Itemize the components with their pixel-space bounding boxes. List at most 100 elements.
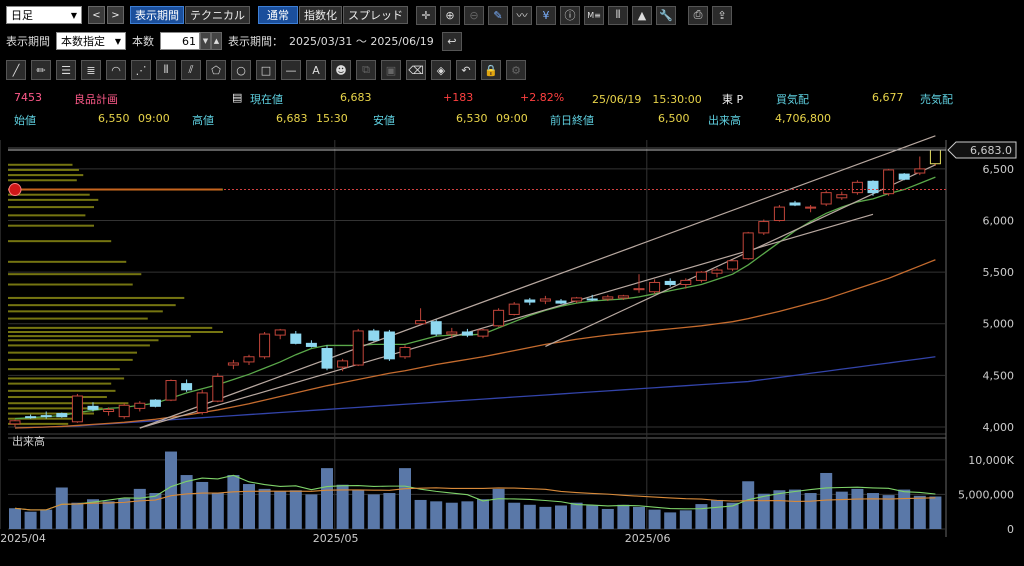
volume-bar bbox=[570, 502, 583, 529]
candle-body bbox=[181, 383, 193, 391]
volume-tick-label: 5,000,000 bbox=[958, 488, 1014, 501]
trend-lines bbox=[139, 135, 936, 429]
period-mode-select[interactable]: 本数指定 ▼ bbox=[56, 32, 126, 50]
wrench-icon[interactable]: 🔧 bbox=[656, 5, 676, 25]
text-tool-icon[interactable]: A bbox=[306, 60, 326, 80]
fan-tool-icon[interactable]: ⋰ bbox=[131, 60, 151, 80]
pencil-tool-icon[interactable]: ✏ bbox=[31, 60, 51, 80]
candle bbox=[649, 279, 661, 294]
candle-body bbox=[493, 309, 505, 327]
alert-marker-icon bbox=[8, 183, 22, 197]
count-input[interactable]: 61 bbox=[160, 32, 200, 50]
candle-body bbox=[461, 331, 473, 336]
volume-bar bbox=[820, 472, 833, 529]
high-value: 6,683 bbox=[276, 112, 308, 125]
circle-tool-icon[interactable]: ○ bbox=[231, 60, 251, 80]
price-tick-label: 4,000 bbox=[983, 421, 1015, 434]
candle bbox=[103, 407, 115, 416]
mode-index-button[interactable]: 指数化 bbox=[299, 6, 342, 24]
volume-profile bbox=[8, 163, 223, 425]
settings-tool-icon[interactable]: ⚙ bbox=[506, 60, 526, 80]
candle-body bbox=[103, 408, 115, 412]
vlines-tool-icon[interactable]: ⦀ bbox=[156, 60, 176, 80]
candle-body bbox=[929, 149, 941, 165]
candle bbox=[789, 200, 801, 207]
period-select-value: 日足 bbox=[11, 9, 33, 22]
hlines-tool-icon[interactable]: ☰ bbox=[56, 60, 76, 80]
volume-bar bbox=[24, 511, 37, 529]
print-icon[interactable]: ⎙ bbox=[688, 5, 708, 25]
arc-tool-icon[interactable]: ◠ bbox=[106, 60, 126, 80]
undo-tool-icon[interactable]: ↶ bbox=[456, 60, 476, 80]
paste-tool-icon[interactable]: ▣ bbox=[381, 60, 401, 80]
mode-normal-button[interactable]: 通常 bbox=[258, 6, 298, 24]
candle-body bbox=[149, 399, 161, 407]
candle-body bbox=[134, 402, 146, 409]
price-tick-label: 6,500 bbox=[983, 163, 1015, 176]
magnet-tool-icon[interactable]: ◈ bbox=[431, 60, 451, 80]
count-up-icon[interactable]: ▲ bbox=[211, 32, 222, 50]
candle-body bbox=[571, 297, 583, 302]
volume-bar bbox=[305, 494, 318, 529]
info-icon[interactable]: ⓘ bbox=[560, 5, 580, 25]
candle-body bbox=[25, 416, 37, 419]
candle-body bbox=[914, 168, 926, 174]
zoom-in-icon[interactable]: ⊕ bbox=[440, 5, 460, 25]
export-icon[interactable]: ⇪ bbox=[712, 5, 732, 25]
pentagon-tool-icon[interactable]: ⬠ bbox=[206, 60, 226, 80]
high-label: 高値 bbox=[192, 114, 214, 127]
hline-tool-icon[interactable]: — bbox=[281, 60, 301, 80]
volume-bar bbox=[414, 499, 427, 529]
candle-body bbox=[383, 331, 395, 360]
volume-bar bbox=[477, 499, 489, 529]
quote-datetime: 25/06/19 15:30:00 bbox=[592, 93, 702, 106]
current-price-tag: 6,683.0 bbox=[947, 141, 1017, 159]
crosshair-icon[interactable]: ✛ bbox=[416, 5, 436, 25]
fib-tool-icon[interactable]: ≣ bbox=[81, 60, 101, 80]
volume-bar bbox=[243, 484, 255, 529]
wave-icon[interactable]: 〰 bbox=[512, 5, 532, 25]
candle-body bbox=[555, 300, 567, 304]
pen-icon[interactable]: ✎ bbox=[488, 5, 508, 25]
copy-tool-icon[interactable]: ⧉ bbox=[356, 60, 376, 80]
mode-spread-button[interactable]: スプレッド bbox=[343, 6, 408, 24]
candle bbox=[149, 399, 161, 408]
myc-icon[interactable]: M≡ bbox=[584, 5, 604, 25]
zoom-out-icon[interactable]: ⊖ bbox=[464, 5, 484, 25]
volume-bar bbox=[102, 501, 115, 529]
candle bbox=[71, 393, 83, 423]
volume-profile-bar bbox=[8, 179, 77, 182]
candle-body bbox=[446, 331, 458, 335]
mountain-icon[interactable]: ▲ bbox=[632, 5, 652, 25]
channel-tool-icon[interactable]: ⫽ bbox=[181, 60, 201, 80]
next-button[interactable]: > bbox=[107, 6, 124, 24]
line-tool-icon[interactable]: ╱ bbox=[6, 60, 26, 80]
volume-profile-bar bbox=[8, 296, 185, 299]
trend-line bbox=[139, 213, 874, 429]
tab-technical[interactable]: テクニカル bbox=[185, 6, 250, 24]
volume-bar bbox=[742, 481, 755, 529]
prev-button[interactable]: < bbox=[88, 6, 105, 24]
lock-tool-icon[interactable]: 🔒 bbox=[481, 60, 501, 80]
range-label: 表示期間： bbox=[228, 35, 283, 48]
rect-tool-icon[interactable]: □ bbox=[256, 60, 276, 80]
volume-bar bbox=[913, 495, 926, 529]
candle-body bbox=[664, 280, 676, 286]
period-select[interactable]: 日足 ▼ bbox=[6, 6, 82, 24]
open-time: 09:00 bbox=[138, 112, 170, 125]
price-chart[interactable]: 6,500 6,000 5,500 5,000 4,500 4,000 2025/04 202… bbox=[0, 128, 1024, 566]
candle bbox=[259, 332, 271, 359]
count-down-icon[interactable]: ▼ bbox=[200, 32, 211, 50]
candle bbox=[165, 379, 177, 402]
volume-bar bbox=[149, 493, 162, 529]
eraser-tool-icon[interactable]: ⌫ bbox=[406, 60, 426, 80]
tab-display-period[interactable]: 表示期間 bbox=[130, 6, 184, 24]
icon-tool-icon[interactable]: ☻ bbox=[331, 60, 351, 80]
yen-icon[interactable]: ¥ bbox=[536, 5, 556, 25]
refresh-icon[interactable]: ↩ bbox=[441, 31, 462, 51]
candle-body bbox=[805, 206, 817, 209]
bars-icon[interactable]: ⫴ bbox=[608, 5, 628, 25]
candle-body bbox=[773, 206, 785, 222]
volume-profile-bar bbox=[8, 396, 107, 399]
volume-bar bbox=[274, 490, 287, 529]
